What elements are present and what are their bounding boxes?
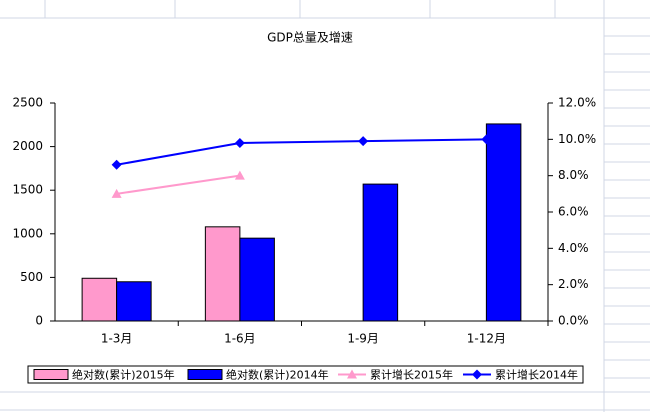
line bbox=[116, 174, 241, 195]
x-tick-label: 1-6月 bbox=[224, 332, 256, 346]
line-marker bbox=[234, 170, 245, 180]
chart-title: GDP总量及增速 bbox=[267, 31, 353, 45]
y2-tick-label: 6.0% bbox=[558, 205, 589, 219]
legend-label: 绝对数(累计)2014年 bbox=[226, 368, 329, 382]
legend-marker bbox=[472, 369, 482, 380]
line-marker bbox=[111, 188, 122, 198]
bar bbox=[204, 226, 241, 322]
line-marker bbox=[111, 159, 122, 170]
y-tick-label: 0 bbox=[35, 314, 43, 328]
y-tick-label: 2000 bbox=[12, 139, 43, 153]
y-tick-label: 1500 bbox=[12, 183, 43, 197]
y2-tick-label: 12.0% bbox=[558, 96, 596, 110]
bar bbox=[81, 277, 118, 322]
x-tick-label: 1-3月 bbox=[101, 332, 133, 346]
legend-swatch bbox=[33, 369, 69, 380]
legend-marker bbox=[347, 369, 357, 379]
y-tick-label: 500 bbox=[20, 270, 43, 284]
bar bbox=[116, 281, 152, 322]
x-tick-label: 1-12月 bbox=[467, 332, 506, 346]
line bbox=[116, 138, 487, 166]
y2-tick-label: 0.0% bbox=[558, 314, 589, 328]
bar bbox=[362, 183, 399, 322]
legend-box bbox=[27, 365, 584, 384]
y2-tick-label: 8.0% bbox=[558, 168, 589, 182]
legend-label: 累计增长2014年 bbox=[495, 368, 578, 382]
y2-tick-label: 10.0% bbox=[558, 132, 596, 146]
y2-tick-label: 2.0% bbox=[558, 277, 589, 291]
legend-label: 累计增长2015年 bbox=[370, 368, 453, 382]
bar bbox=[239, 237, 275, 322]
line-marker bbox=[481, 134, 492, 145]
line-marker bbox=[358, 136, 369, 147]
legend-swatch bbox=[187, 369, 223, 380]
bar bbox=[485, 123, 522, 322]
x-tick-label: 1-9月 bbox=[347, 332, 379, 346]
legend-label: 绝对数(累计)2015年 bbox=[72, 368, 175, 382]
y2-tick-label: 4.0% bbox=[558, 241, 589, 255]
line-marker bbox=[234, 137, 245, 148]
y-tick-label: 1000 bbox=[12, 226, 43, 240]
y-tick-label: 2500 bbox=[12, 96, 43, 110]
